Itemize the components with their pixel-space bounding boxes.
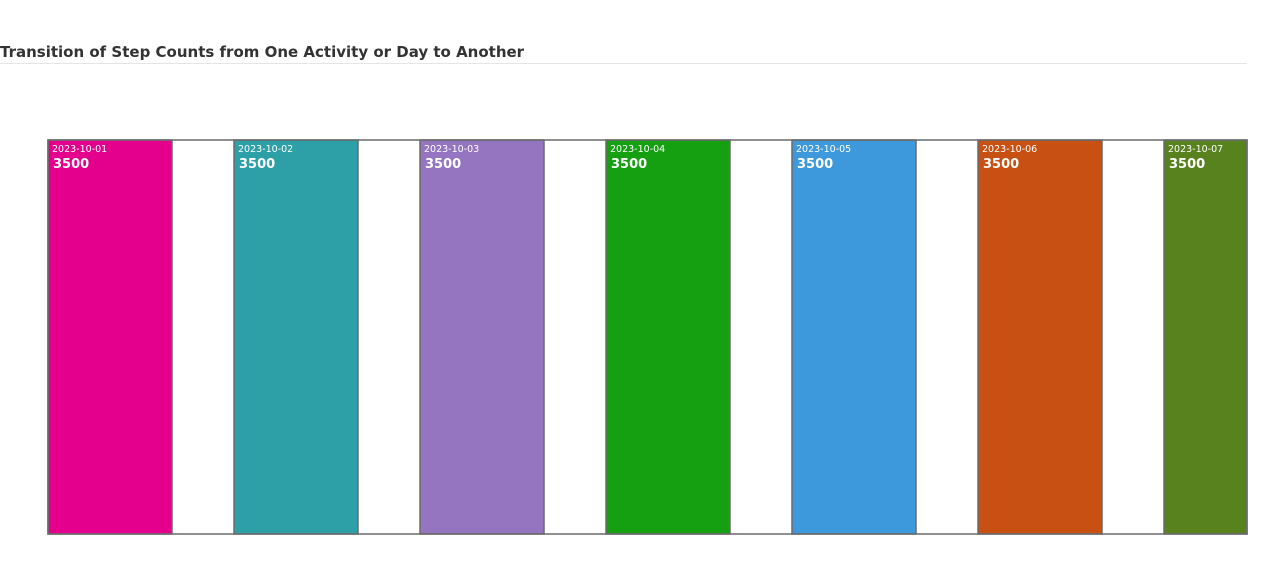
bar-2023-10-04 (605, 139, 731, 535)
bar-value-label: 3500 (239, 157, 275, 172)
bar-date-label: 2023-10-06 (982, 144, 1037, 155)
bar-2023-10-02 (233, 139, 359, 535)
plot-area: 2023-10-01 3500 2023-10-02 3500 2023-10-03 35… (47, 139, 1248, 535)
bar-2023-10-06 (977, 139, 1103, 535)
plot-frame (47, 139, 1248, 535)
bar-date-label: 2023-10-04 (610, 144, 665, 155)
bar-2023-10-03 (419, 139, 545, 535)
bar-value-label: 3500 (797, 157, 833, 172)
chart-title: Transition of Step Counts from One Activ… (0, 43, 525, 61)
bar-value-label: 3500 (1169, 157, 1205, 172)
title-divider (0, 63, 1247, 64)
bar-value-label: 3500 (53, 157, 89, 172)
bar-value-label: 3500 (425, 157, 461, 172)
bar-2023-10-07 (1163, 139, 1248, 535)
bar-date-label: 2023-10-07 (1168, 144, 1223, 155)
bar-2023-10-05 (791, 139, 917, 535)
bar-date-label: 2023-10-05 (796, 144, 851, 155)
bar-date-label: 2023-10-02 (238, 144, 293, 155)
bar-date-label: 2023-10-01 (52, 144, 107, 155)
bar-value-label: 3500 (983, 157, 1019, 172)
bar-2023-10-01 (47, 139, 173, 535)
bar-value-label: 3500 (611, 157, 647, 172)
bar-date-label: 2023-10-03 (424, 144, 479, 155)
